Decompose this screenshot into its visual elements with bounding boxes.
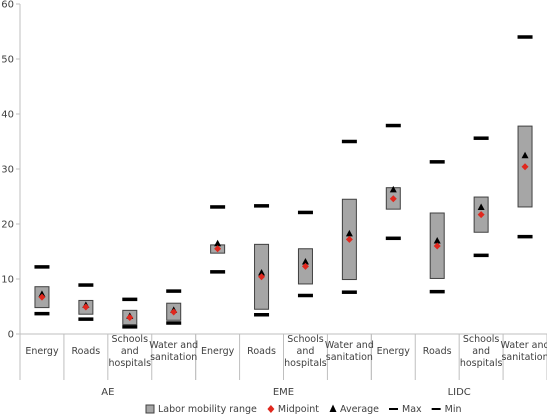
average-marker [345, 229, 353, 237]
midpoint-marker [477, 211, 485, 219]
category-label-line: Roads [423, 346, 452, 357]
average-marker [301, 257, 309, 265]
category-label-line: and [297, 346, 315, 357]
category-label-line: Schools [463, 334, 500, 345]
average-marker [433, 237, 441, 244]
legend-item-min: Min [431, 404, 462, 415]
category-label-line: sanitation [501, 352, 547, 363]
midpoint-marker [389, 195, 397, 203]
legend-range-swatch [145, 404, 155, 414]
group-label: EME [273, 387, 294, 398]
legend-label: Average [340, 404, 379, 415]
category-label-line: sanitation [150, 352, 197, 363]
legend-label: Min [445, 404, 462, 415]
y-tick-label: 30 [1, 165, 14, 176]
category-label-line: Roads [247, 346, 276, 357]
category-label-line: hospitals [284, 358, 327, 369]
legend-label: Midpoint [278, 404, 319, 415]
midpoint-marker [82, 303, 90, 311]
legend-label: Labor mobility range [158, 404, 257, 415]
midpoint-marker [214, 245, 222, 253]
category-label-line: Energy [201, 346, 235, 357]
y-tick-label: 20 [1, 220, 14, 231]
category-label: Energy [377, 346, 411, 357]
average-marker [521, 151, 529, 159]
legend-label: Max [402, 404, 422, 415]
category-label: Water and sanitation [149, 340, 198, 363]
group-label: AE [101, 387, 114, 398]
legend-item-average: Average [329, 404, 379, 415]
category-label-line: and [472, 346, 490, 357]
legend-item-max: Max [389, 404, 422, 415]
legend-item-range: Labor mobility range [145, 404, 257, 415]
y-tick-label: 40 [1, 110, 14, 121]
category-label-line: Water and [501, 340, 547, 351]
group-label: LIDC [448, 387, 471, 398]
y-tick-label: 10 [1, 275, 14, 286]
legend-average-swatch [329, 404, 337, 412]
category-label: Roads [247, 346, 276, 357]
category-label-line: Water and [325, 340, 374, 351]
legend-midpoint-swatch [267, 405, 275, 413]
category-label-line: Energy [377, 346, 411, 357]
midpoint-marker [170, 308, 178, 316]
category-label-line: Energy [25, 346, 59, 357]
midpoint-marker [345, 235, 353, 243]
legend: Labor mobility range Midpoint Average Max Mi… [145, 404, 462, 415]
y-tick-label: 60 [1, 0, 14, 11]
category-label-line: Roads [71, 346, 100, 357]
category-label-line: sanitation [326, 352, 373, 363]
category-label: Roads [71, 346, 100, 357]
category-label: Schools and hospitals [460, 334, 503, 369]
midpoint-marker [258, 273, 266, 281]
category-label-line: and [121, 346, 139, 357]
midpoint-marker [38, 293, 46, 301]
average-marker [389, 185, 397, 193]
average-marker [214, 239, 222, 247]
y-tick-label: 0 [8, 330, 14, 341]
midpoint-marker [301, 262, 309, 270]
category-label: Roads [423, 346, 452, 357]
category-label-line: Schools [112, 334, 149, 345]
legend-item-midpoint: Midpoint [267, 404, 319, 415]
category-label: Water and sanitation [501, 340, 547, 363]
midpoint-marker [433, 242, 441, 250]
category-label-line: hospitals [108, 358, 151, 369]
category-label: Schools and hospitals [108, 334, 151, 369]
category-label-line: Water and [149, 340, 198, 351]
average-marker [258, 268, 266, 276]
average-marker [477, 203, 485, 210]
category-label: Energy [201, 346, 235, 357]
category-label-line: hospitals [460, 358, 503, 369]
category-label: Schools and hospitals [284, 334, 327, 369]
category-label-line: Schools [287, 334, 324, 345]
midpoint-marker [521, 163, 529, 171]
category-label: Energy [25, 346, 59, 357]
midpoint-marker [126, 314, 134, 321]
y-tick-label: 50 [1, 55, 14, 66]
category-label: Water and sanitation [325, 340, 374, 363]
